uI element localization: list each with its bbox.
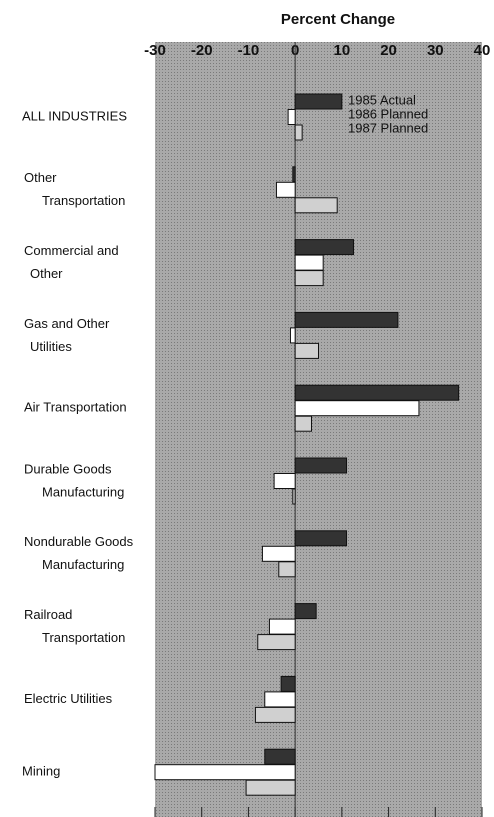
bar — [264, 691, 296, 708]
bar — [245, 779, 296, 796]
bar — [287, 109, 296, 125]
bar — [278, 561, 296, 578]
category-label: Commercial and — [24, 243, 119, 258]
bar — [294, 384, 460, 401]
bar — [154, 764, 296, 781]
bar — [294, 457, 348, 474]
bar — [280, 675, 296, 692]
bar — [294, 239, 355, 256]
bar — [294, 93, 343, 110]
bar — [294, 270, 324, 287]
bar — [273, 473, 296, 489]
bar — [264, 748, 296, 765]
legend-label: 1985 Actual — [348, 92, 416, 107]
bar — [292, 488, 296, 505]
bar — [268, 618, 296, 635]
x-tick-label: 40 — [474, 42, 491, 59]
category-label: Gas and Other — [24, 316, 110, 331]
bar — [294, 530, 348, 547]
bar — [294, 415, 312, 432]
category-label: Mining — [22, 764, 60, 779]
x-tick-label: -30 — [144, 42, 166, 59]
category-label: Other — [24, 170, 57, 185]
bar — [292, 166, 296, 183]
category-label: Electric Utilities — [24, 691, 113, 706]
category-label: Other — [30, 266, 63, 281]
category-label: Transportation — [42, 630, 125, 645]
bar — [275, 181, 296, 198]
bar — [257, 634, 296, 651]
category-label: Utilities — [30, 339, 72, 354]
category-label: Manufacturing — [42, 484, 124, 499]
x-tick-label: 20 — [380, 42, 397, 59]
bar — [294, 400, 420, 417]
x-tick-label: -10 — [238, 42, 260, 59]
bar — [294, 311, 399, 328]
category-label: ALL INDUSTRIES — [22, 108, 127, 123]
bar — [294, 254, 324, 271]
x-tick-label: 10 — [334, 42, 351, 59]
category-label: Durable Goods — [24, 461, 112, 476]
category-label: Railroad — [24, 607, 72, 622]
bar — [294, 342, 319, 359]
x-tick-label: 30 — [427, 42, 444, 59]
category-label: Air Transportation — [24, 400, 127, 415]
bar — [294, 197, 338, 214]
legend-label: 1987 Planned — [348, 120, 428, 135]
plot-area — [155, 42, 482, 817]
bar — [294, 124, 303, 141]
category-label: Transportation — [42, 193, 125, 208]
bar — [254, 706, 296, 723]
category-label: Nondurable Goods — [24, 534, 134, 549]
bar — [289, 327, 296, 344]
category-label: Manufacturing — [42, 557, 124, 572]
x-tick-label: -20 — [191, 42, 213, 59]
axis-title: Percent Change — [281, 11, 395, 28]
legend-label: 1986 Planned — [348, 106, 428, 121]
bar — [261, 545, 296, 562]
bar — [294, 603, 317, 620]
